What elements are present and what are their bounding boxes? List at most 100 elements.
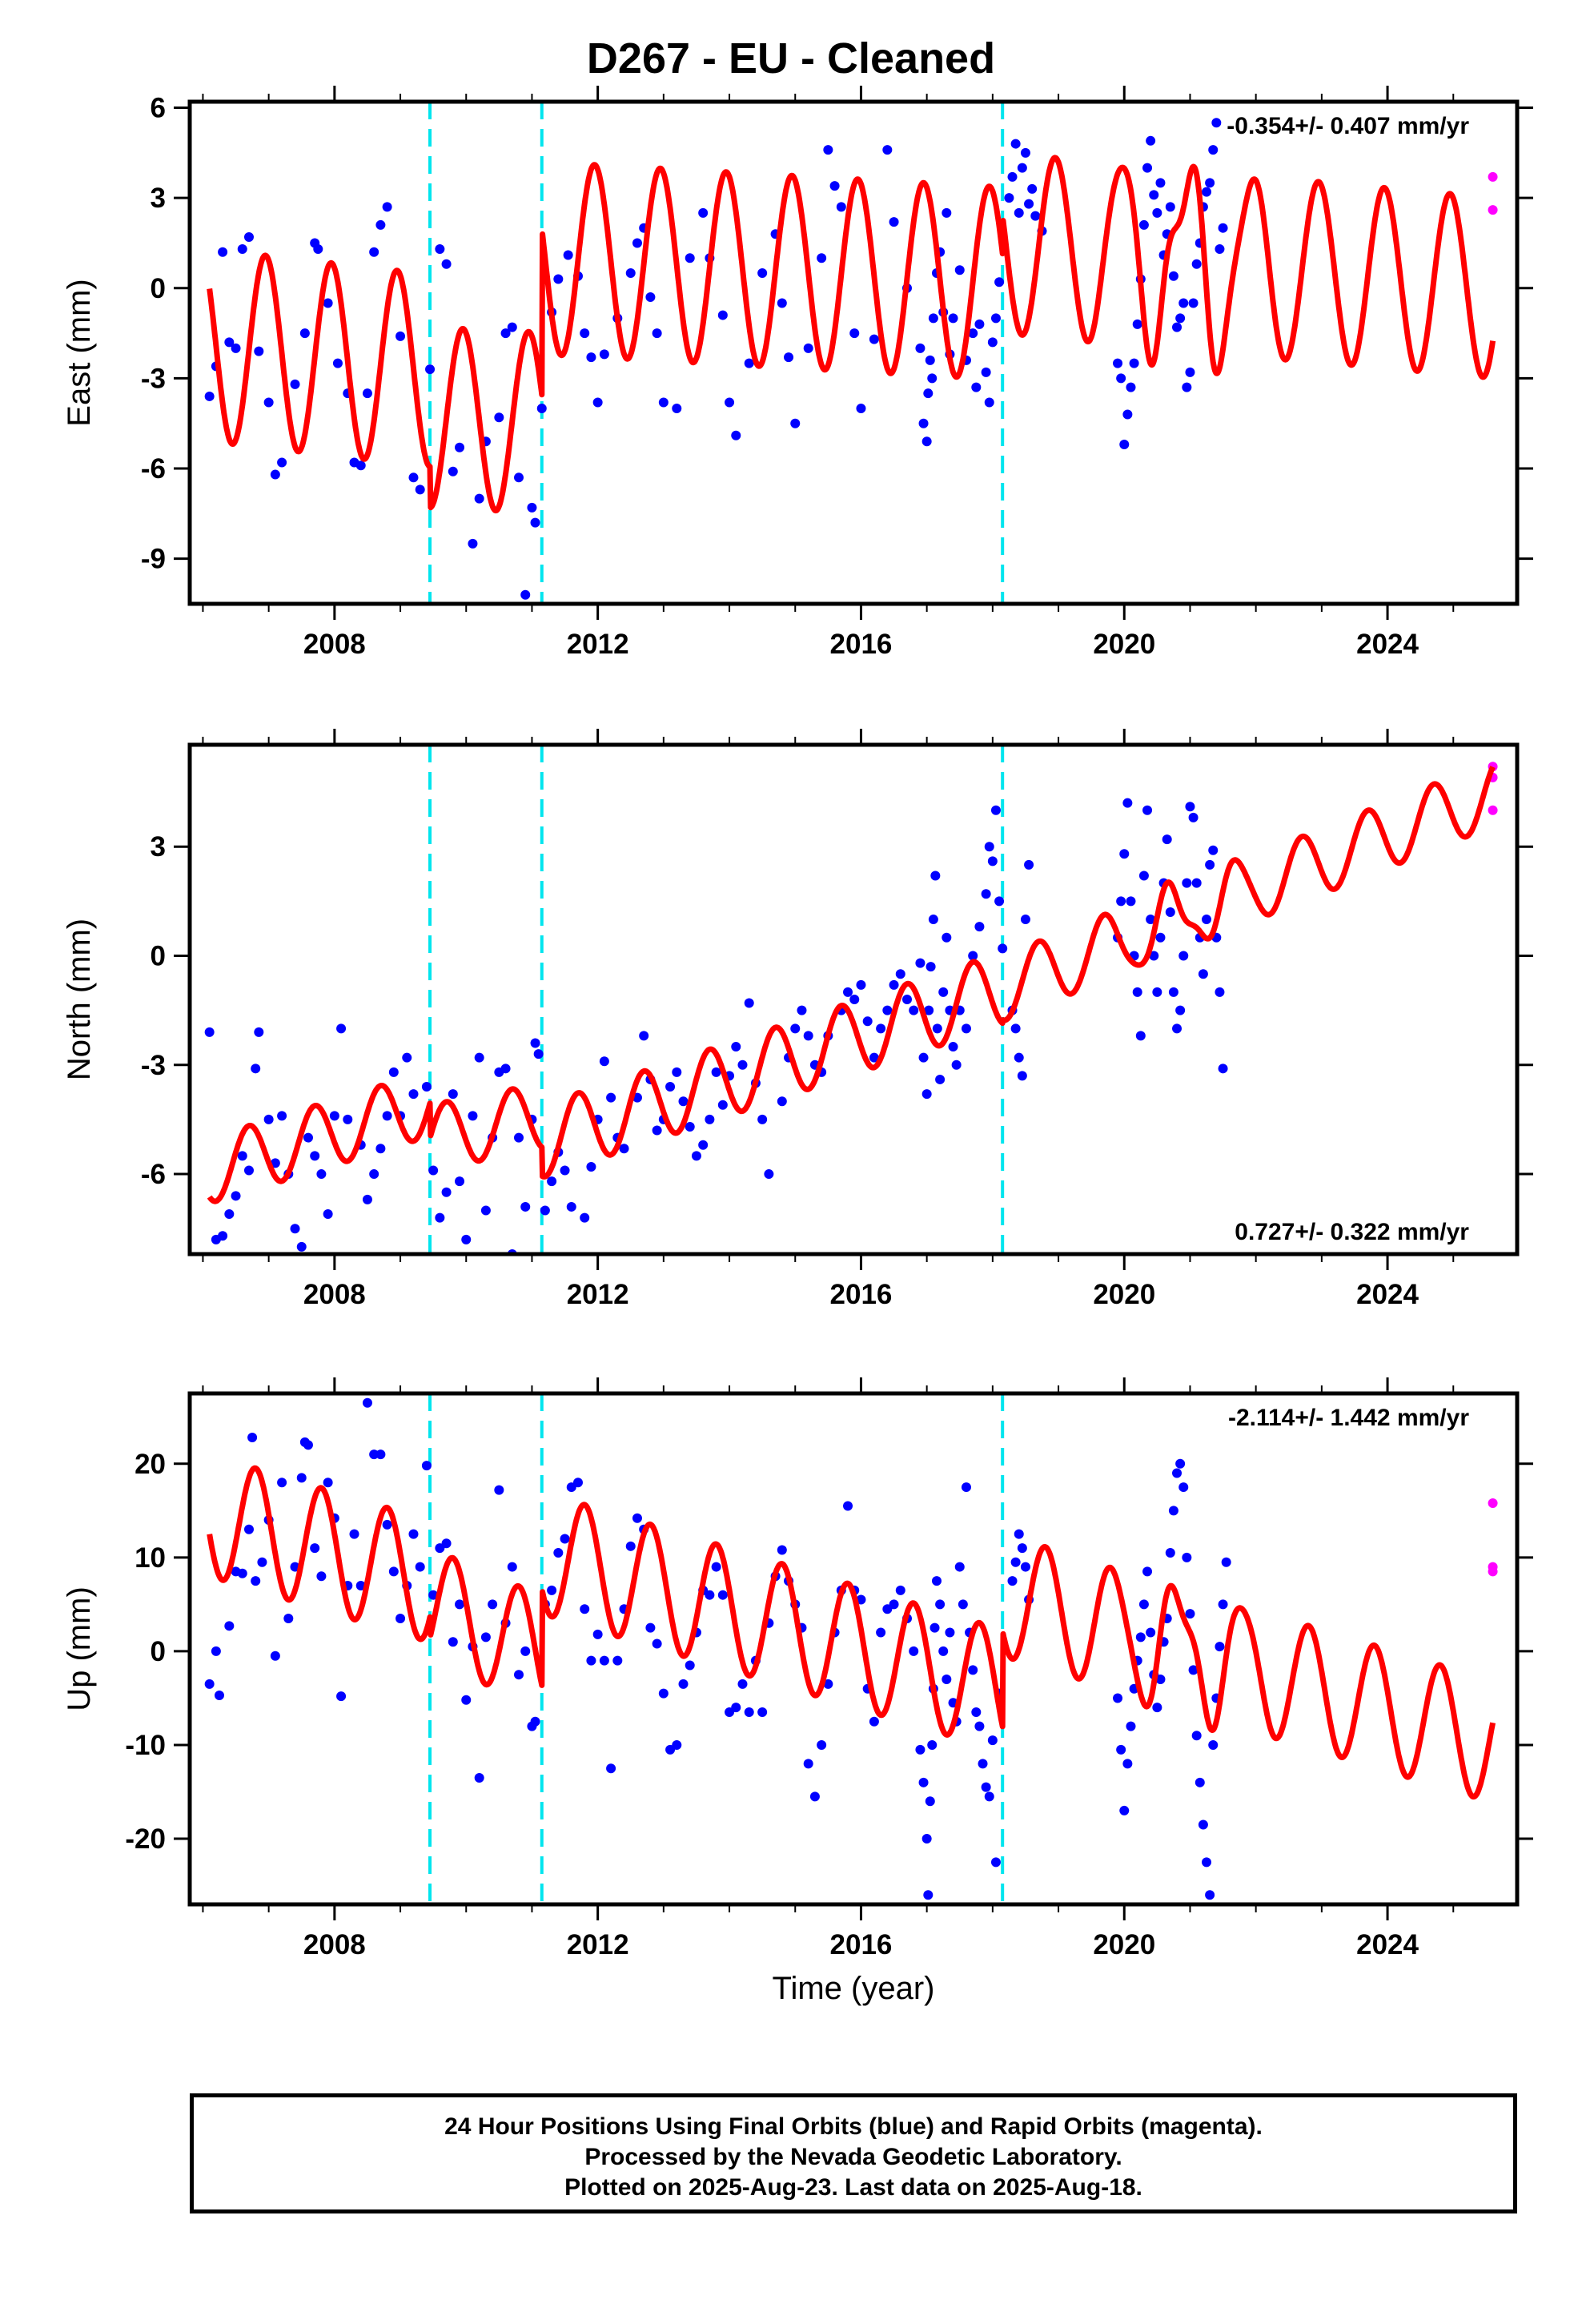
final-orbit-point [711, 1067, 721, 1077]
final-orbit-point [925, 355, 935, 365]
y-axis-label: Up (mm) [62, 1586, 97, 1711]
final-orbit-point [580, 1212, 590, 1223]
final-orbit-point [790, 418, 801, 428]
final-orbit-point [1119, 1805, 1130, 1815]
final-orbit-point [1014, 1052, 1024, 1063]
final-orbit-point [402, 1052, 412, 1063]
final-orbit-point [547, 1585, 557, 1595]
final-orbit-point [744, 358, 754, 368]
final-orbit-point [987, 1735, 998, 1746]
final-orbit-point [658, 397, 669, 408]
final-orbit-point [1126, 896, 1136, 907]
final-orbit-point [362, 388, 372, 399]
final-orbit-point [1155, 178, 1166, 188]
final-orbit-point [731, 1042, 741, 1052]
final-orbit-point [1185, 1609, 1195, 1619]
final-orbit-point [823, 1679, 833, 1689]
final-orbit-point [918, 1777, 929, 1787]
final-orbit-point [1017, 1543, 1027, 1554]
final-orbit-point [678, 1679, 689, 1689]
final-orbit-point [270, 469, 280, 480]
final-orbit-point [428, 1165, 439, 1176]
final-orbit-point [930, 870, 941, 881]
final-orbit-point [1205, 859, 1215, 870]
final-orbit-point [717, 1590, 728, 1600]
rapid-orbit-point [1488, 1566, 1498, 1577]
final-orbit-point [441, 1538, 452, 1549]
final-orbit-point [685, 1660, 695, 1671]
final-orbit-point [316, 1169, 327, 1180]
final-orbit-point [1149, 190, 1159, 200]
final-orbit-point [547, 1176, 557, 1187]
final-orbit-point [435, 243, 445, 254]
final-orbit-point [948, 1042, 958, 1052]
final-orbit-point [665, 1082, 676, 1092]
final-orbit-point [869, 1716, 879, 1727]
final-orbit-point [705, 1114, 715, 1124]
north-panel: 2008 2012 2016 2020 2024 -6 -3 0 3 North (mm) 0.72… [62, 729, 1533, 1310]
final-orbit-point [889, 217, 899, 227]
y-tick-label: -20 [125, 1823, 166, 1855]
final-orbit-point [777, 1096, 787, 1107]
final-orbit-point [243, 1165, 254, 1176]
final-orbit-point [1175, 1005, 1186, 1015]
final-orbit-point [1135, 1031, 1146, 1041]
footer-note: 24 Hour Positions Using Final Orbits (bl… [190, 2093, 1517, 2213]
final-orbit-point [270, 1651, 280, 1661]
final-orbit-point [1030, 211, 1041, 221]
final-orbit-point [932, 1023, 942, 1034]
final-orbit-point [1188, 298, 1199, 308]
final-orbit-point [1020, 147, 1030, 158]
footer-line-2: Processed by the Nevada Geodetic Laborat… [584, 2144, 1122, 2170]
final-orbit-point [586, 1655, 596, 1666]
final-orbit-point [1020, 1562, 1030, 1572]
final-orbit-point [931, 1576, 942, 1586]
final-orbit-point [889, 1599, 899, 1610]
final-orbit-point [1195, 1777, 1205, 1787]
final-orbit-point [672, 1739, 682, 1750]
final-orbit-point [790, 1023, 801, 1034]
final-orbit-point [375, 1144, 386, 1154]
final-orbit-point [375, 1449, 386, 1460]
final-orbit-point [1152, 987, 1162, 997]
final-orbit-point [461, 1234, 472, 1244]
rapid-orbit-point [1488, 205, 1498, 215]
final-orbit-point [1178, 951, 1189, 961]
final-orbit-point [1202, 915, 1212, 925]
final-orbit-point [204, 391, 215, 401]
final-orbit-point [599, 349, 609, 360]
final-orbit-point [1152, 1703, 1162, 1713]
final-orbit-point [1165, 202, 1175, 212]
final-orbit-point [958, 1599, 968, 1610]
final-orbit-point [938, 1646, 949, 1656]
final-orbit-point [592, 397, 603, 408]
final-orbit-point [231, 1191, 241, 1201]
final-orbit-point [1142, 163, 1153, 173]
final-orbit-point [254, 346, 264, 356]
final-orbit-point [705, 1590, 715, 1600]
final-orbit-point [926, 962, 936, 972]
final-orbit-point [915, 343, 926, 353]
model-curve [207, 766, 1496, 1204]
final-orbit-point [1116, 896, 1126, 907]
final-orbit-point [652, 1125, 662, 1136]
x-tick-label: 2020 [1093, 629, 1155, 660]
final-orbit-point [332, 358, 343, 368]
final-orbit-point [843, 1501, 853, 1511]
final-orbit-point [527, 502, 537, 513]
final-orbit-point [981, 367, 991, 377]
final-orbit-point [685, 1122, 695, 1132]
final-orbit-point [876, 1627, 886, 1638]
final-orbit-point [725, 397, 735, 408]
final-orbit-point [425, 364, 436, 375]
final-orbit-point [797, 1005, 807, 1015]
final-orbit-point [994, 896, 1005, 907]
rate-label: -0.354+/- 0.407 mm/yr [1227, 113, 1469, 139]
final-orbit-point [362, 1194, 372, 1204]
final-orbit-point [1132, 987, 1142, 997]
final-orbit-point [572, 1478, 583, 1488]
final-orbit-point [1165, 1548, 1175, 1558]
up-panel: 2008 2012 2016 2020 2024 -20 -10 0 10 20 Up (mm) -2… [62, 1377, 1533, 2006]
final-orbit-point [237, 1151, 247, 1161]
final-orbit-point [1014, 1529, 1024, 1539]
